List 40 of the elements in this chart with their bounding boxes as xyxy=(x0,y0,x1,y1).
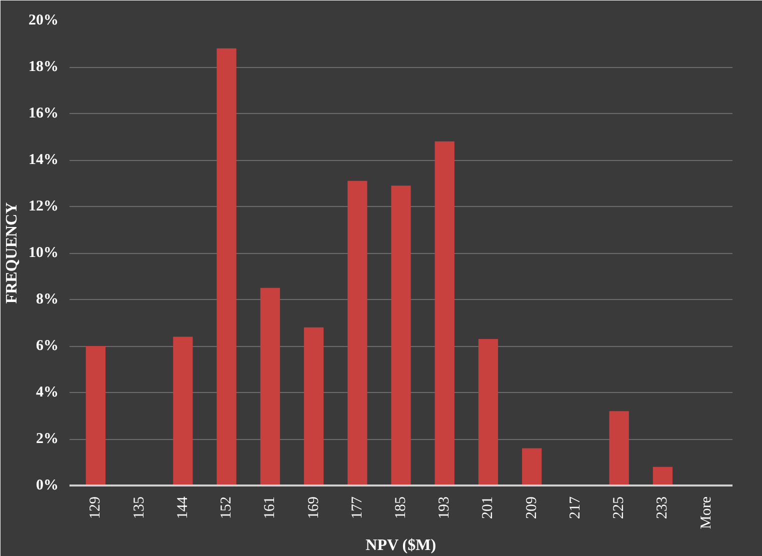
bar xyxy=(609,411,629,486)
bar xyxy=(348,180,368,486)
y-tick-label: 12% xyxy=(28,198,58,214)
x-axis-title: NPV ($M) xyxy=(366,536,436,554)
y-tick-label: 8% xyxy=(36,292,58,308)
bar xyxy=(173,336,193,486)
x-tick-label: 185 xyxy=(393,496,409,519)
y-tick-label: 0% xyxy=(36,478,58,494)
y-tick-label: 6% xyxy=(36,338,58,354)
x-tick-label: 135 xyxy=(131,496,148,519)
y-tick-label: 2% xyxy=(36,431,58,447)
y-tick-label: 14% xyxy=(28,152,58,168)
x-tick-label: 225 xyxy=(611,496,628,519)
bar xyxy=(260,288,280,486)
y-tick-label: 10% xyxy=(28,245,58,261)
x-tick-label: 217 xyxy=(567,496,584,519)
bar xyxy=(522,448,542,486)
x-tick-label: 169 xyxy=(306,496,322,519)
y-tick-label: 16% xyxy=(28,106,58,122)
x-tick-label: More xyxy=(698,496,714,529)
x-tick-label: 161 xyxy=(262,496,278,519)
bar xyxy=(434,141,454,486)
y-tick-label: 18% xyxy=(28,59,58,75)
y-axis-title: FREQUENCY xyxy=(4,202,20,304)
bar xyxy=(652,466,673,486)
x-tick-label: 233 xyxy=(654,496,671,519)
bar xyxy=(86,346,106,486)
bar xyxy=(478,339,498,486)
x-tick-label: 177 xyxy=(349,496,366,519)
bar xyxy=(216,48,236,486)
y-tick-label: 4% xyxy=(36,384,58,400)
y-tick-label: 20% xyxy=(28,12,58,28)
x-tick-label: 129 xyxy=(88,496,104,519)
x-tick-label: 193 xyxy=(436,496,453,519)
bar xyxy=(304,327,324,486)
x-tick-label: 201 xyxy=(480,496,496,519)
bar xyxy=(391,186,411,486)
x-tick-label: 152 xyxy=(218,496,235,519)
x-tick-label: 209 xyxy=(524,496,540,519)
x-tick-label: 144 xyxy=(174,496,191,519)
